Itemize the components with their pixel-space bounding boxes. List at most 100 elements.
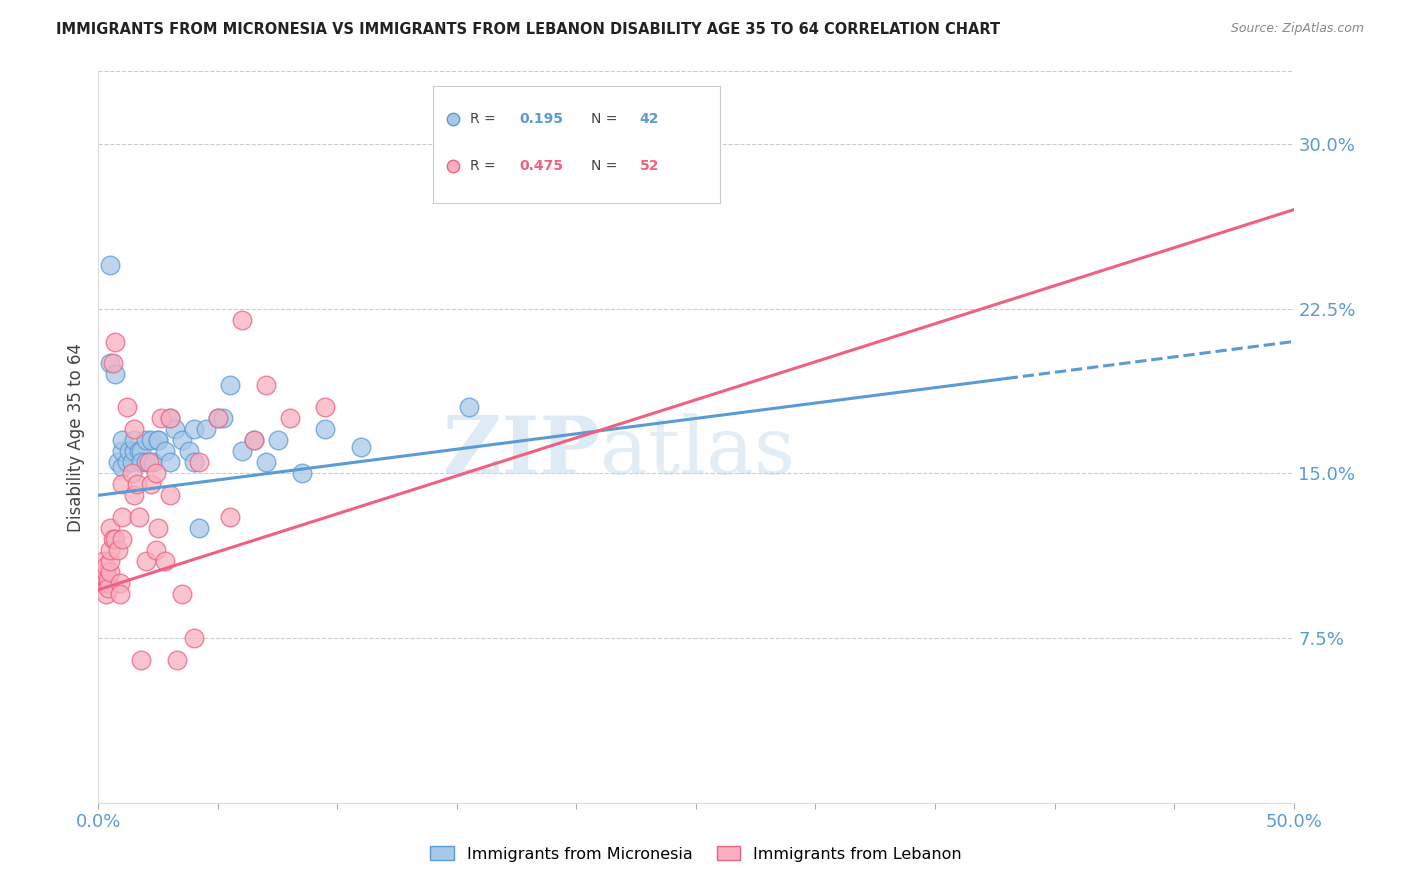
Point xyxy=(135,434,157,448)
Point xyxy=(254,378,277,392)
Point xyxy=(138,455,160,469)
Point xyxy=(128,510,150,524)
Point xyxy=(135,455,157,469)
Point xyxy=(155,554,177,568)
Point xyxy=(111,459,134,474)
Point xyxy=(91,565,114,579)
Point xyxy=(207,411,229,425)
Point xyxy=(207,411,229,425)
Y-axis label: Disability Age 35 to 64: Disability Age 35 to 64 xyxy=(66,343,84,532)
Point xyxy=(107,455,129,469)
Point xyxy=(108,587,131,601)
Point xyxy=(121,455,143,469)
Point xyxy=(128,444,150,458)
Point xyxy=(172,434,194,448)
Point xyxy=(243,434,266,448)
Point xyxy=(187,521,209,535)
Point xyxy=(94,572,117,586)
Point xyxy=(159,455,181,469)
Point xyxy=(159,411,181,425)
Point xyxy=(94,558,117,573)
Point xyxy=(149,411,172,425)
Point xyxy=(183,631,205,645)
Point xyxy=(131,653,153,667)
Point xyxy=(98,521,122,535)
Point xyxy=(254,455,277,469)
Point xyxy=(148,434,170,448)
Point xyxy=(350,440,373,454)
Point xyxy=(94,565,117,579)
Point xyxy=(231,444,253,458)
Point xyxy=(118,444,141,458)
Legend: Immigrants from Micronesia, Immigrants from Lebanon: Immigrants from Micronesia, Immigrants f… xyxy=(423,839,969,868)
Point xyxy=(148,521,170,535)
Point xyxy=(124,422,146,436)
Point xyxy=(111,444,134,458)
Point xyxy=(278,411,301,425)
Point xyxy=(104,334,127,349)
Point xyxy=(183,422,205,436)
Point xyxy=(139,434,162,448)
Point xyxy=(135,554,157,568)
Point xyxy=(97,572,120,586)
Point xyxy=(172,587,194,601)
Point xyxy=(179,444,201,458)
Point xyxy=(139,477,162,491)
Point xyxy=(187,455,209,469)
Point xyxy=(155,444,177,458)
Point xyxy=(267,434,290,448)
Point xyxy=(98,357,122,371)
Point xyxy=(211,411,233,425)
Point xyxy=(98,258,122,272)
Point xyxy=(124,444,146,458)
Point xyxy=(315,422,337,436)
Point xyxy=(243,434,266,448)
Point xyxy=(97,576,120,591)
Point xyxy=(91,576,114,591)
Point xyxy=(231,312,253,326)
Point xyxy=(159,488,181,502)
Point xyxy=(98,554,122,568)
Point xyxy=(111,510,134,524)
Point xyxy=(107,543,129,558)
Point xyxy=(145,467,167,481)
Point xyxy=(91,554,114,568)
Point xyxy=(124,488,146,502)
Point xyxy=(219,378,242,392)
Text: Source: ZipAtlas.com: Source: ZipAtlas.com xyxy=(1230,22,1364,36)
Point xyxy=(97,581,120,595)
Text: atlas: atlas xyxy=(600,413,796,491)
Point xyxy=(163,422,186,436)
Point xyxy=(111,477,134,491)
Point xyxy=(195,422,218,436)
Point xyxy=(315,401,337,415)
Text: IMMIGRANTS FROM MICRONESIA VS IMMIGRANTS FROM LEBANON DISABILITY AGE 35 TO 64 CO: IMMIGRANTS FROM MICRONESIA VS IMMIGRANTS… xyxy=(56,22,1000,37)
Point xyxy=(125,477,148,491)
Point xyxy=(458,401,481,415)
Point xyxy=(142,455,165,469)
Point xyxy=(94,587,117,601)
Point xyxy=(145,543,167,558)
Point xyxy=(111,533,134,547)
Point xyxy=(98,543,122,558)
Point xyxy=(115,401,138,415)
Point xyxy=(159,411,181,425)
Point xyxy=(166,653,188,667)
Point xyxy=(124,434,146,448)
Point xyxy=(101,533,124,547)
Point xyxy=(111,434,134,448)
Point xyxy=(183,455,205,469)
Point xyxy=(131,444,153,458)
Point xyxy=(121,467,143,481)
Point xyxy=(131,455,153,469)
Point xyxy=(219,510,242,524)
Point xyxy=(101,357,124,371)
Point xyxy=(115,455,138,469)
Point xyxy=(291,467,314,481)
Point xyxy=(98,565,122,579)
Point xyxy=(148,434,170,448)
Point xyxy=(104,368,127,382)
Text: ZIP: ZIP xyxy=(443,413,600,491)
Point xyxy=(104,533,127,547)
Point xyxy=(108,576,131,591)
